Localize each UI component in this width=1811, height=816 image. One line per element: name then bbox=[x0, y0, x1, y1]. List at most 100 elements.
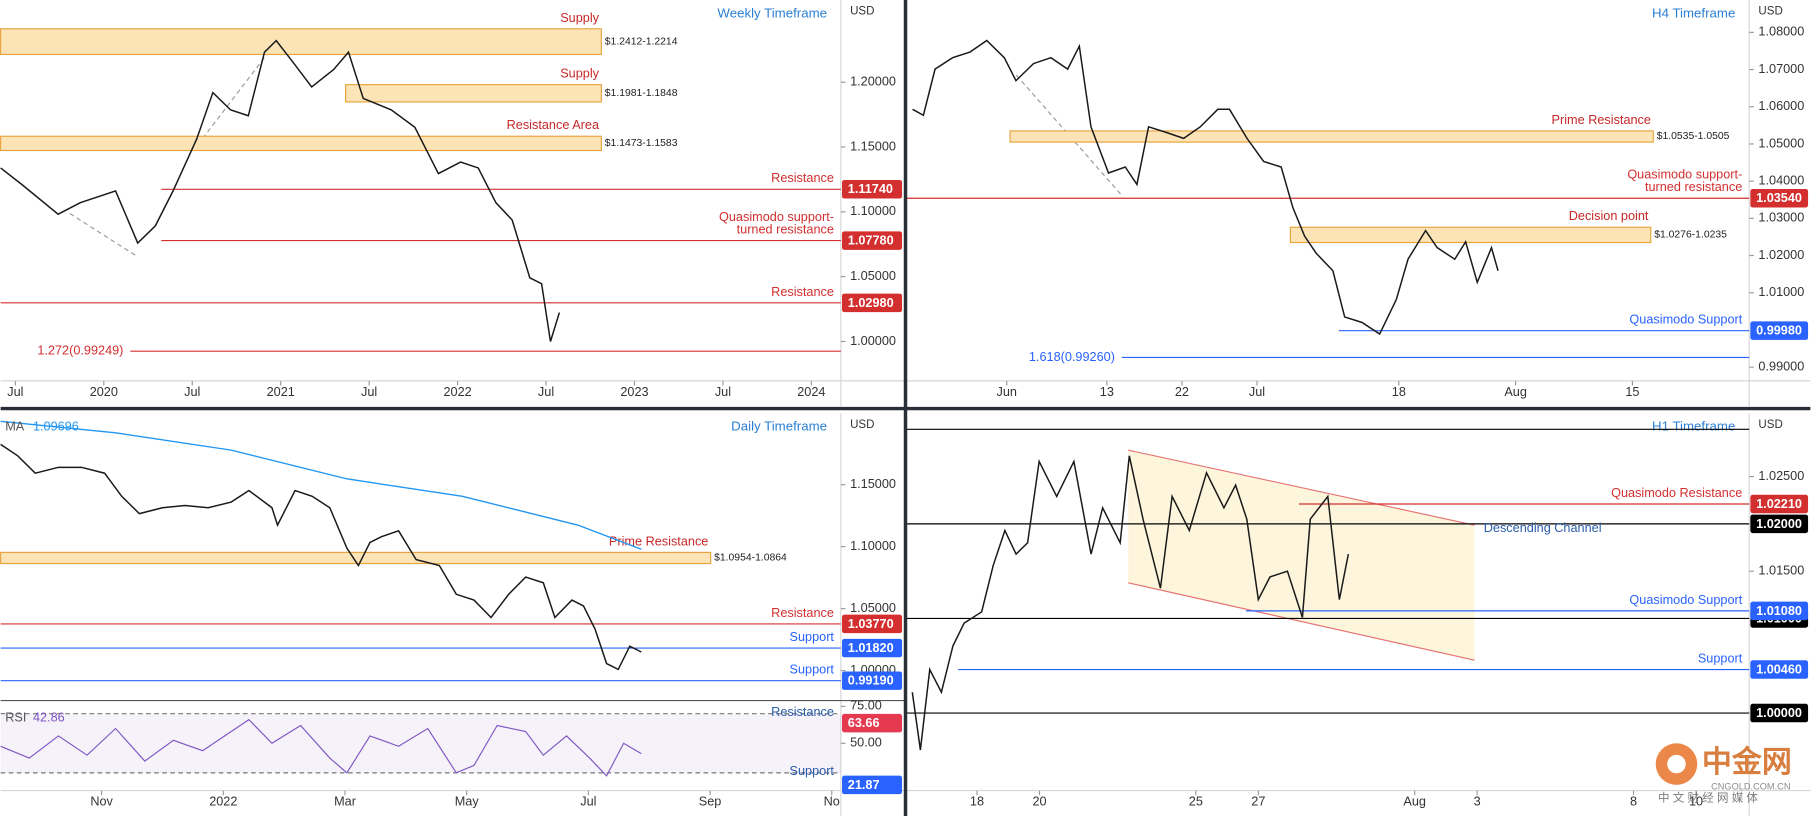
level-label: Quasimodo Support bbox=[1629, 313, 1742, 327]
x-tick-label: Jul bbox=[1249, 385, 1265, 399]
channel-upper bbox=[1128, 449, 1475, 526]
rsi-line bbox=[0, 718, 642, 777]
price-box bbox=[842, 180, 903, 199]
channel-lower bbox=[1128, 582, 1475, 661]
zone-range-label: $1.0954-1.0864 bbox=[714, 553, 787, 564]
y-tick-label: 1.15000 bbox=[850, 139, 896, 153]
price-box bbox=[842, 293, 903, 313]
zone-label: Supply bbox=[560, 11, 599, 25]
zone bbox=[344, 84, 602, 103]
price-box bbox=[842, 231, 903, 250]
price-box-label: 0.99980 bbox=[1756, 324, 1802, 338]
panel-title: H1 Timeframe bbox=[1652, 419, 1735, 434]
channel-shade bbox=[1128, 450, 1475, 661]
y-tick-label: 1.01000 bbox=[1758, 285, 1804, 299]
price-box bbox=[1750, 660, 1809, 679]
level-label: Resistance bbox=[771, 285, 834, 299]
zone-range-label: $1.2412-1.2214 bbox=[605, 36, 678, 47]
zone-label: Prime Resistance bbox=[1552, 113, 1651, 127]
x-tick-label: Mar bbox=[334, 795, 357, 809]
y-tick-label: 1.05000 bbox=[850, 269, 896, 283]
price-box-label: 0.99190 bbox=[848, 674, 894, 688]
watermark-tagline: 中 文 财 经 网 媒 体 bbox=[1658, 791, 1758, 805]
zone bbox=[0, 135, 602, 152]
price-box bbox=[1750, 321, 1809, 340]
legend-value: 42.86 bbox=[33, 710, 65, 724]
price-box-label: 1.02000 bbox=[1756, 517, 1802, 531]
panel-title: Daily Timeframe bbox=[731, 419, 827, 434]
level-label: Quasimodo Support bbox=[1629, 593, 1742, 607]
price-box bbox=[1750, 703, 1809, 723]
x-tick-label: Nov bbox=[90, 795, 113, 809]
x-tick-label: 18 bbox=[1392, 385, 1406, 399]
price-line bbox=[912, 39, 1499, 336]
level-label: turned resistance bbox=[737, 223, 834, 237]
level-label: Resistance bbox=[771, 171, 834, 185]
price-box-label: 1.03540 bbox=[1756, 191, 1802, 205]
level-label: Quasimodo support- bbox=[719, 210, 834, 224]
x-tick-label: 2022 bbox=[209, 795, 237, 809]
x-tick-label: 2023 bbox=[620, 385, 648, 399]
zone-label: Supply bbox=[560, 67, 599, 81]
axis-unit: USD bbox=[1758, 6, 1782, 18]
y-tick-label: 1.02500 bbox=[1758, 469, 1804, 483]
zone-label: Decision point bbox=[1569, 209, 1649, 223]
price-box-label: 21.87 bbox=[848, 778, 880, 792]
y-tick-label: 1.00000 bbox=[850, 334, 896, 348]
zone bbox=[0, 28, 602, 56]
y-tick-label: 75.00 bbox=[850, 699, 882, 713]
price-box-label: 1.02980 bbox=[848, 296, 894, 310]
price-box-label: 1.01820 bbox=[848, 641, 894, 655]
price-box bbox=[842, 671, 903, 690]
x-tick-label: Sep bbox=[699, 795, 722, 809]
x-tick-label: 25 bbox=[1189, 795, 1203, 809]
fib-drawing bbox=[1015, 74, 1123, 197]
price-box-label: 1.01080 bbox=[1756, 604, 1802, 618]
zone-range-label: $1.0535-1.0505 bbox=[1657, 131, 1730, 142]
y-tick-label: 1.15000 bbox=[850, 477, 896, 491]
level-label: Support bbox=[790, 630, 835, 644]
x-tick-label: 8 bbox=[1630, 795, 1637, 809]
x-tick-label: 2021 bbox=[267, 385, 295, 399]
y-tick-label: 1.02000 bbox=[1758, 248, 1804, 262]
x-tick-label: 15 bbox=[1625, 385, 1639, 399]
x-tick-label: May bbox=[455, 795, 480, 809]
x-tick-label: 27 bbox=[1251, 795, 1265, 809]
y-tick-label: 0.99000 bbox=[1758, 359, 1804, 373]
zone bbox=[1009, 130, 1654, 143]
y-tick-label: 1.20000 bbox=[850, 75, 896, 89]
y-tick-label: 1.06000 bbox=[1758, 99, 1804, 113]
y-tick-label: 1.07000 bbox=[1758, 62, 1804, 76]
y-tick-label: 1.10000 bbox=[850, 204, 896, 218]
price-line bbox=[0, 443, 642, 671]
x-tick-label: No bbox=[824, 795, 840, 809]
price-box bbox=[1750, 514, 1809, 534]
zone-label: Prime Resistance bbox=[609, 534, 708, 548]
level-label: Quasimodo support- bbox=[1627, 168, 1742, 182]
price-box-label: 1.07780 bbox=[848, 234, 894, 248]
price-box bbox=[1750, 494, 1809, 514]
x-tick-label: Jul bbox=[715, 385, 731, 399]
watermark-site: CNGOLD.COM.CN bbox=[1711, 782, 1790, 792]
x-tick-label: 3 bbox=[1474, 795, 1481, 809]
price-line bbox=[0, 39, 561, 342]
legend-name: RSI bbox=[5, 710, 26, 724]
x-tick-label: 2022 bbox=[443, 385, 471, 399]
x-tick-label: Jul bbox=[184, 385, 200, 399]
y-tick-label: 1.05000 bbox=[850, 601, 896, 615]
watermark: 中金网 CNGOLD.COM.CN 中 文 财 经 网 媒 体 bbox=[1655, 743, 1792, 805]
price-line bbox=[0, 420, 642, 550]
x-tick-label: Jun bbox=[997, 385, 1017, 399]
band-label: Support bbox=[790, 764, 835, 778]
x-tick-label: Jul bbox=[7, 385, 23, 399]
panel-title: Weekly Timeframe bbox=[717, 5, 827, 20]
zone bbox=[0, 551, 712, 565]
x-tick-label: Jul bbox=[361, 385, 377, 399]
fib-drawing bbox=[202, 40, 279, 139]
price-box-label: 1.00460 bbox=[1756, 662, 1802, 676]
price-box-label: 1.11740 bbox=[848, 182, 893, 196]
x-tick-label: 18 bbox=[970, 795, 984, 809]
price-box bbox=[842, 713, 903, 733]
